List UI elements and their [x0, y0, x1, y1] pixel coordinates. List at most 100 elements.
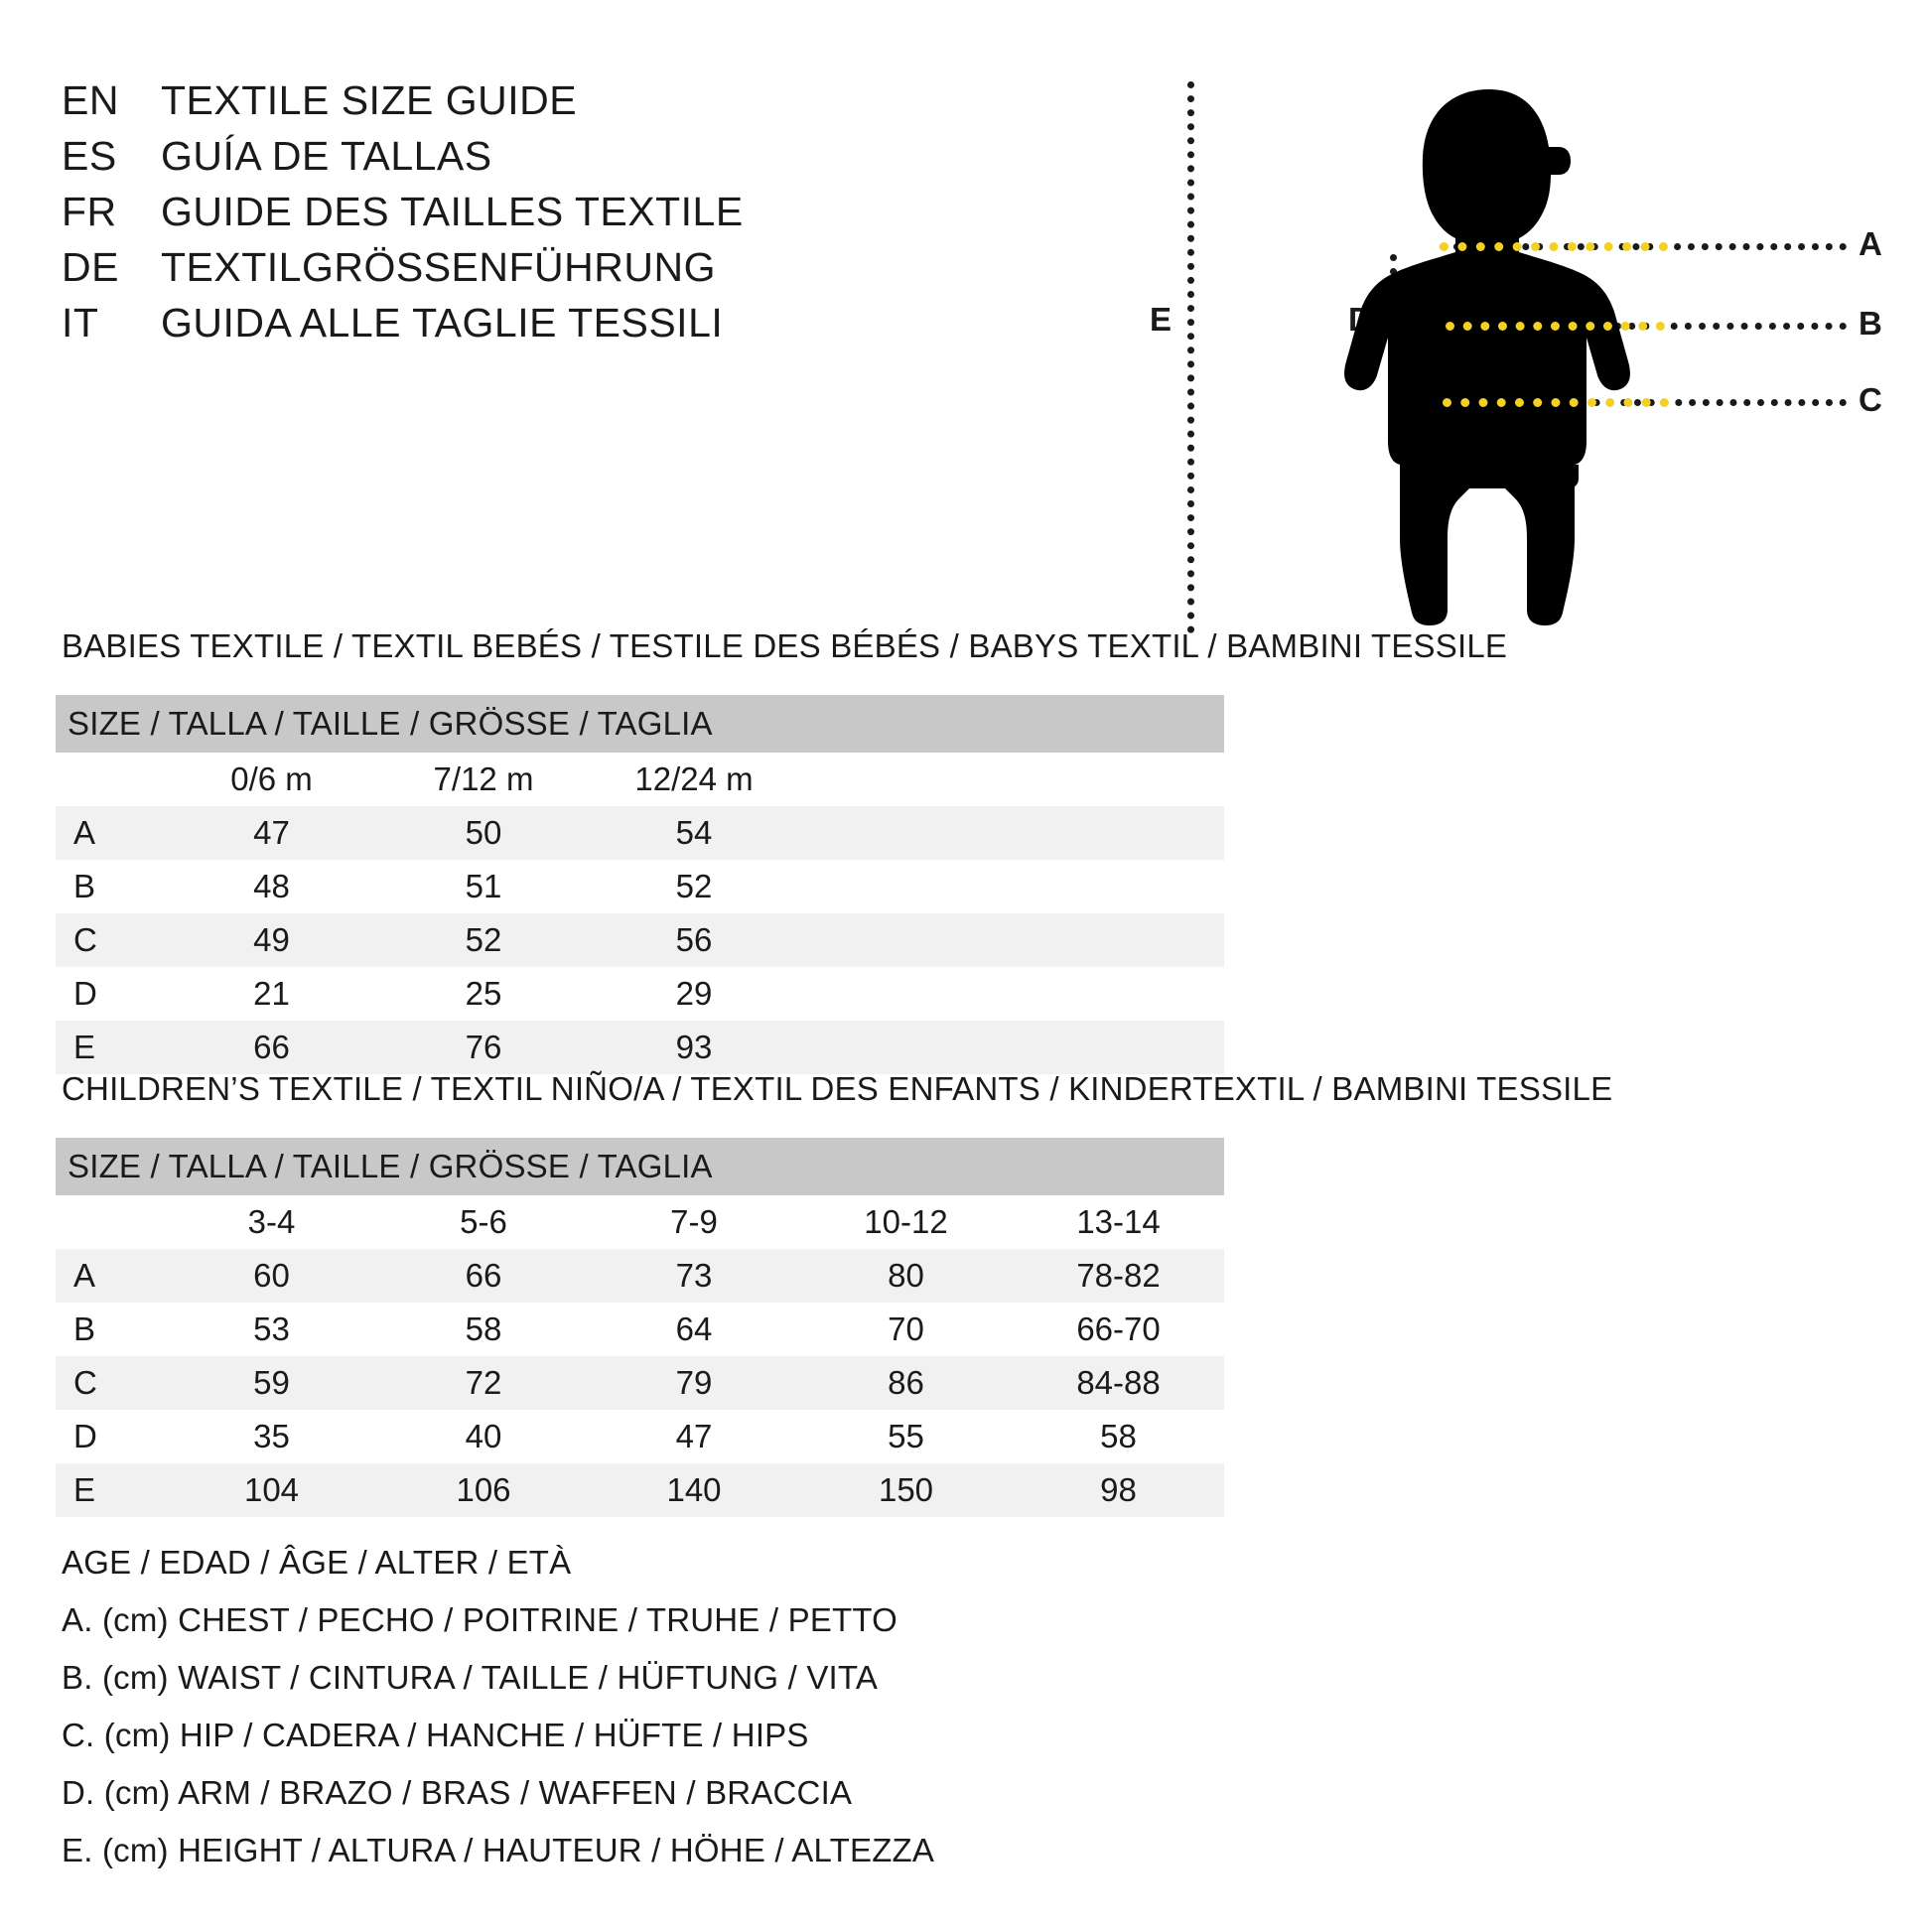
children-cell-b-4: 66-70	[1013, 1303, 1225, 1356]
legend-line-age: AGE / EDAD / ÂGE / ALTER / ETÀ	[62, 1544, 572, 1581]
language-title-it: GUIDA ALLE TAGLIE TESSILI	[161, 300, 724, 345]
babies-cell-a-2: 54	[589, 806, 799, 860]
children-cell-c-1: 72	[378, 1356, 589, 1410]
legend-line-arm: D. (cm) ARM / BRAZO / BRAS / WAFFEN / BR…	[62, 1774, 853, 1811]
body-measurement-diagram: E D A B C	[1142, 60, 1896, 655]
language-row-it: IT GUIDA ALLE TAGLIE TESSILI	[62, 300, 1134, 355]
measurement-legend: AGE / EDAD / ÂGE / ALTER / ETÀ A. (cm) C…	[62, 1534, 1451, 1879]
table-row: C 49 52 56	[56, 913, 1225, 967]
table-row: C 59 72 79 86 84-88	[56, 1356, 1225, 1410]
babies-cell-a-0: 47	[165, 806, 378, 860]
babies-cell-c-0: 49	[165, 913, 378, 967]
table-row: B 53 58 64 70 66-70	[56, 1303, 1225, 1356]
babies-table-header-label: SIZE / TALLA / TAILLE / GRÖSSE / TAGLIA	[56, 695, 1225, 753]
babies-row-label-e: E	[56, 1021, 165, 1074]
children-column-header-2: 7-9	[589, 1195, 799, 1249]
babies-column-header-0: 0/6 m	[165, 753, 378, 806]
legend-line-waist: B. (cm) WAIST / CINTURA / TAILLE / HÜFTU…	[62, 1659, 879, 1696]
table-row: E 66 76 93	[56, 1021, 1225, 1074]
babies-cell-b-0: 48	[165, 860, 378, 913]
children-cell-a-4: 78-82	[1013, 1249, 1225, 1303]
babies-column-header-spacer	[799, 753, 1225, 806]
children-cell-e-2: 140	[589, 1463, 799, 1517]
babies-cell-e-spacer	[799, 1021, 1225, 1074]
child-silhouette-icon	[1344, 89, 1630, 625]
babies-cell-b-spacer	[799, 860, 1225, 913]
children-table-header-row: SIZE / TALLA / TAILLE / GRÖSSE / TAGLIA	[56, 1138, 1225, 1195]
children-column-header-1: 5-6	[378, 1195, 589, 1249]
children-cell-d-0: 35	[165, 1410, 378, 1463]
children-cell-c-2: 79	[589, 1356, 799, 1410]
babies-cell-a-1: 50	[378, 806, 589, 860]
language-code-it: IT	[62, 300, 99, 345]
children-cell-b-3: 70	[799, 1303, 1013, 1356]
language-code-de: DE	[62, 244, 119, 290]
babies-row-label-c: C	[56, 913, 165, 967]
measurement-label-e: E	[1150, 301, 1173, 338]
hip-measure-line-c	[1443, 398, 1669, 407]
table-row: E 104 106 140 150 98	[56, 1463, 1225, 1517]
measurement-label-a: A	[1859, 225, 1882, 262]
babies-cell-d-2: 29	[589, 967, 799, 1021]
children-row-label-e: E	[56, 1463, 165, 1517]
height-guide-line-e	[1187, 81, 1194, 633]
children-cell-b-1: 58	[378, 1303, 589, 1356]
children-cell-b-2: 64	[589, 1303, 799, 1356]
language-row-es: ES GUÍA DE TALLAS	[62, 133, 1134, 189]
babies-section-heading: BABIES TEXTILE / TEXTIL BEBÉS / TESTILE …	[62, 627, 1508, 664]
babies-cell-d-1: 25	[378, 967, 589, 1021]
children-size-table: SIZE / TALLA / TAILLE / GRÖSSE / TAGLIA …	[56, 1138, 1225, 1517]
children-cell-a-2: 73	[589, 1249, 799, 1303]
children-cell-e-0: 104	[165, 1463, 378, 1517]
babies-cell-b-2: 52	[589, 860, 799, 913]
table-row: B 48 51 52	[56, 860, 1225, 913]
babies-table-header-row: SIZE / TALLA / TAILLE / GRÖSSE / TAGLIA	[56, 695, 1225, 753]
babies-cell-e-0: 66	[165, 1021, 378, 1074]
babies-corner-cell	[56, 753, 165, 806]
children-cell-c-4: 84-88	[1013, 1356, 1225, 1410]
children-column-header-0: 3-4	[165, 1195, 378, 1249]
table-row: A 47 50 54	[56, 806, 1225, 860]
children-cell-d-4: 58	[1013, 1410, 1225, 1463]
children-cell-a-1: 66	[378, 1249, 589, 1303]
children-cell-c-3: 86	[799, 1356, 1013, 1410]
language-code-en: EN	[62, 77, 119, 123]
children-cell-e-1: 106	[378, 1463, 589, 1517]
children-cell-d-1: 40	[378, 1410, 589, 1463]
children-column-header-3: 10-12	[799, 1195, 1013, 1249]
measurement-label-c: C	[1859, 381, 1882, 418]
babies-cell-b-1: 51	[378, 860, 589, 913]
language-title-en: TEXTILE SIZE GUIDE	[161, 77, 578, 123]
babies-cell-a-spacer	[799, 806, 1225, 860]
legend-line-chest: A. (cm) CHEST / PECHO / POITRINE / TRUHE…	[62, 1601, 898, 1638]
children-cell-d-2: 47	[589, 1410, 799, 1463]
babies-cell-c-2: 56	[589, 913, 799, 967]
babies-cell-c-1: 52	[378, 913, 589, 967]
children-cell-b-0: 53	[165, 1303, 378, 1356]
language-title-block: EN TEXTILE SIZE GUIDE ES GUÍA DE TALLAS …	[62, 77, 1134, 355]
babies-column-header-1: 7/12 m	[378, 753, 589, 806]
children-cell-c-0: 59	[165, 1356, 378, 1410]
children-row-label-d: D	[56, 1410, 165, 1463]
children-table-header-label: SIZE / TALLA / TAILLE / GRÖSSE / TAGLIA	[56, 1138, 1225, 1195]
children-row-label-b: B	[56, 1303, 165, 1356]
children-cell-a-3: 80	[799, 1249, 1013, 1303]
babies-column-header-row: 0/6 m 7/12 m 12/24 m	[56, 753, 1225, 806]
legend-line-hip: C. (cm) HIP / CADERA / HANCHE / HÜFTE / …	[62, 1717, 809, 1753]
chest-measure-line-a	[1440, 242, 1668, 251]
language-title-de: TEXTILGRÖSSENFÜHRUNG	[161, 244, 716, 290]
language-title-es: GUÍA DE TALLAS	[161, 133, 492, 179]
children-cell-d-3: 55	[799, 1410, 1013, 1463]
language-row-fr: FR GUIDE DES TAILLES TEXTILE	[62, 189, 1134, 244]
babies-row-label-a: A	[56, 806, 165, 860]
children-cell-e-3: 150	[799, 1463, 1013, 1517]
babies-row-label-b: B	[56, 860, 165, 913]
children-cell-a-0: 60	[165, 1249, 378, 1303]
children-column-header-4: 13-14	[1013, 1195, 1225, 1249]
babies-cell-d-0: 21	[165, 967, 378, 1021]
children-column-header-row: 3-4 5-6 7-9 10-12 13-14	[56, 1195, 1225, 1249]
legend-line-height: E. (cm) HEIGHT / ALTURA / HAUTEUR / HÖHE…	[62, 1832, 935, 1868]
babies-size-table: SIZE / TALLA / TAILLE / GRÖSSE / TAGLIA …	[56, 695, 1225, 1074]
table-row: A 60 66 73 80 78-82	[56, 1249, 1225, 1303]
babies-column-header-2: 12/24 m	[589, 753, 799, 806]
